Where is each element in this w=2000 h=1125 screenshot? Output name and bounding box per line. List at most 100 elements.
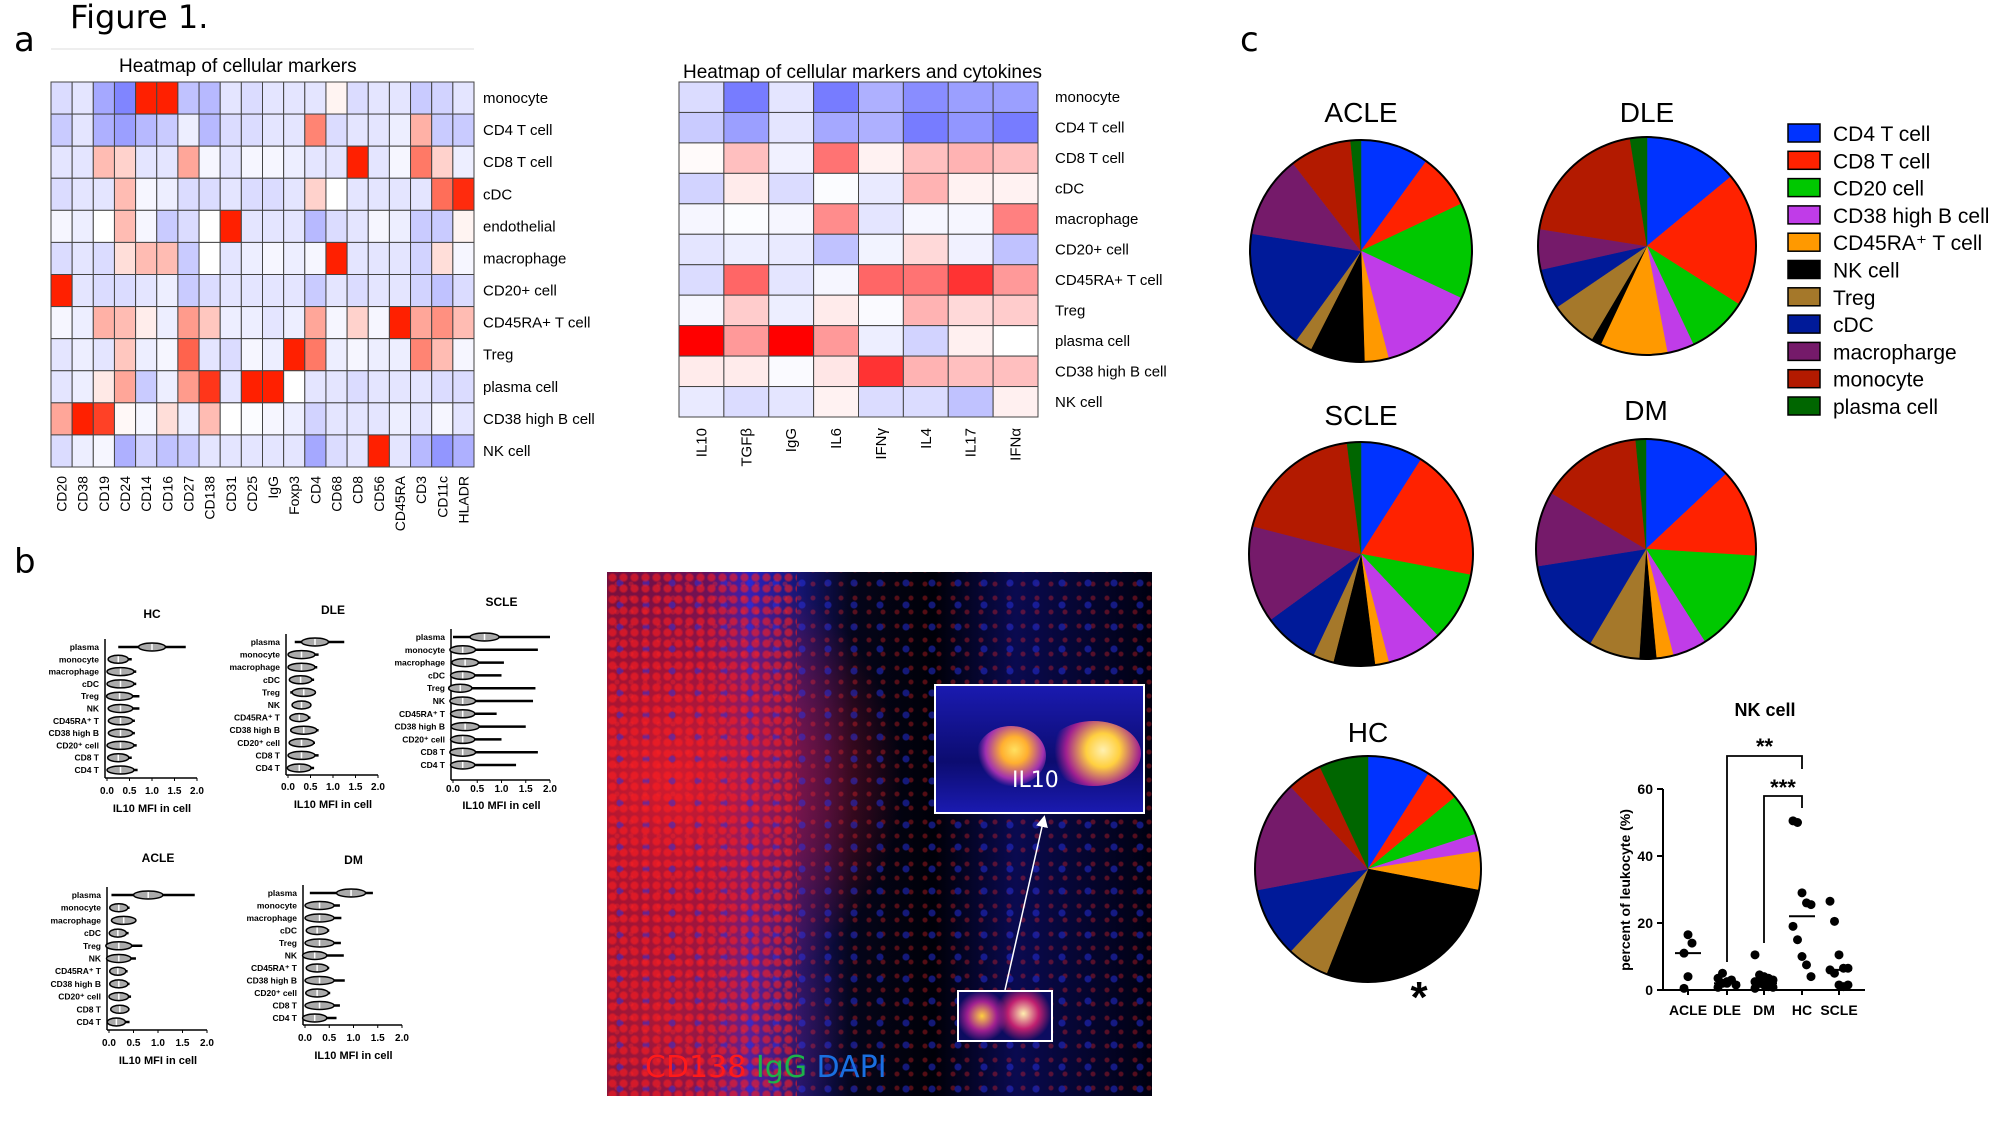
heatmap-cell xyxy=(902,203,949,235)
heatmap-cell xyxy=(198,370,221,404)
heatmap-cell xyxy=(283,81,306,115)
heatmap-cell xyxy=(50,434,73,468)
heatmap-cell xyxy=(71,145,94,179)
significance-label: *** xyxy=(1770,775,1796,800)
heatmap-cell xyxy=(283,113,306,147)
heatmap-cell xyxy=(768,325,815,357)
heatmap-cell xyxy=(388,113,412,147)
legend-label: cDC xyxy=(1833,314,1874,337)
legend-label: plasma cell xyxy=(1833,396,1938,419)
data-point xyxy=(1788,921,1798,931)
pie-slice xyxy=(1539,138,1648,247)
heatmap-cell xyxy=(902,386,949,418)
heatmap-cell xyxy=(902,294,949,327)
heatmap-cell xyxy=(346,306,369,340)
violin-row-label: CD4 T xyxy=(255,763,280,773)
heatmap-cell xyxy=(304,81,327,115)
heatmap-cell xyxy=(219,306,242,340)
heatmap-cell xyxy=(858,111,904,144)
stain-label-igg: IgG xyxy=(755,1050,807,1085)
heatmap-cell xyxy=(723,264,770,296)
heatmap-cell xyxy=(768,172,815,205)
pie-title: ACLE xyxy=(1324,97,1397,128)
heatmap-cell xyxy=(992,325,1039,357)
heatmap-cell xyxy=(156,370,179,404)
heatmap-cell xyxy=(346,113,369,147)
legend-label: macropharge xyxy=(1833,341,1957,364)
heatmap-cell xyxy=(410,113,433,147)
heatmap-cell xyxy=(431,338,454,372)
heatmap-cell xyxy=(71,209,94,243)
x-tick-label: 2.0 xyxy=(200,1038,214,1049)
heatmap-cell xyxy=(452,306,475,340)
heatmap-cell xyxy=(947,172,994,205)
heatmap-cell xyxy=(768,81,815,113)
x-tick-label: 1.0 xyxy=(326,782,340,793)
heatmap-cell xyxy=(431,370,454,404)
heatmap-cell xyxy=(723,172,770,205)
heatmap-cell xyxy=(219,370,242,404)
cd138-stain-region xyxy=(607,572,797,1096)
heatmap-cell xyxy=(50,145,73,179)
heatmap-cell xyxy=(304,434,327,468)
violin-row-label: plasma xyxy=(72,890,102,900)
heatmap-cell xyxy=(723,81,770,113)
heatmap-cell xyxy=(219,113,242,147)
heatmap-cell xyxy=(156,81,179,115)
heatmap-column-label: HLADR xyxy=(455,476,471,523)
heatmap-cell xyxy=(858,325,904,357)
heatmap-column-label: CD27 xyxy=(180,476,196,512)
data-point xyxy=(1687,938,1697,948)
heatmap-column-label: IL17 xyxy=(963,428,980,457)
data-point xyxy=(1834,950,1844,960)
figure-label: Figure 1. xyxy=(70,0,209,36)
heatmap-cell xyxy=(346,145,369,179)
heatmap-cell xyxy=(262,274,285,308)
heatmap-cell xyxy=(219,209,242,243)
legend-label: CD20 cell xyxy=(1833,178,1924,201)
inset-arrow xyxy=(1004,815,1048,991)
violin-row-label: CD20⁺ cell xyxy=(402,734,445,744)
violin-row-label: CD45RA⁺ T xyxy=(251,963,298,973)
heatmap-row-label: cDC xyxy=(1055,181,1084,198)
violin-row-label: CD8 T xyxy=(255,750,280,760)
heatmap-title: Heatmap of cellular markers and cytokine… xyxy=(683,62,1042,83)
heatmap-cell xyxy=(431,434,454,468)
x-tick-label: 0.0 xyxy=(446,784,460,795)
il10-cell xyxy=(1046,721,1141,786)
heatmap-cell xyxy=(262,145,285,179)
violin-title: DLE xyxy=(321,603,345,617)
x-axis-label: IL10 MFI in cell xyxy=(113,803,191,815)
heatmap-cell xyxy=(177,402,200,436)
heatmap-cell xyxy=(346,370,369,404)
heatmap-cell xyxy=(431,177,454,211)
heatmap-column-label: CD8 xyxy=(350,476,366,504)
heatmap-column-label: CD4 xyxy=(307,476,323,504)
data-point xyxy=(1830,916,1839,926)
pie-scle: SCLE xyxy=(1248,400,1474,667)
legend-swatch xyxy=(1787,150,1821,171)
heatmap-cell xyxy=(431,113,454,147)
heatmap-row-label: CD38 high B cell xyxy=(1055,363,1167,380)
heatmap-cell xyxy=(768,233,815,266)
heatmap-cell xyxy=(367,145,390,179)
heatmap-cell xyxy=(367,241,390,276)
violin-row-label: CD20⁺ cell xyxy=(58,992,101,1002)
heatmap-cell xyxy=(71,241,94,276)
heatmap-cell xyxy=(240,145,264,179)
heatmap-cell xyxy=(902,264,949,296)
heatmap-cell xyxy=(388,209,412,243)
heatmap-cell xyxy=(304,113,327,147)
heatmap-cell xyxy=(452,274,475,308)
heatmap-cell xyxy=(283,338,306,372)
x-tick-label: 1.5 xyxy=(176,1038,190,1049)
heatmap-cell xyxy=(992,111,1039,144)
violin-row-label: CD38 high B xyxy=(394,722,445,732)
heatmap-cell xyxy=(198,145,221,179)
x-axis-label: IL10 MFI in cell xyxy=(314,1050,392,1062)
heatmap-cell xyxy=(262,402,285,436)
